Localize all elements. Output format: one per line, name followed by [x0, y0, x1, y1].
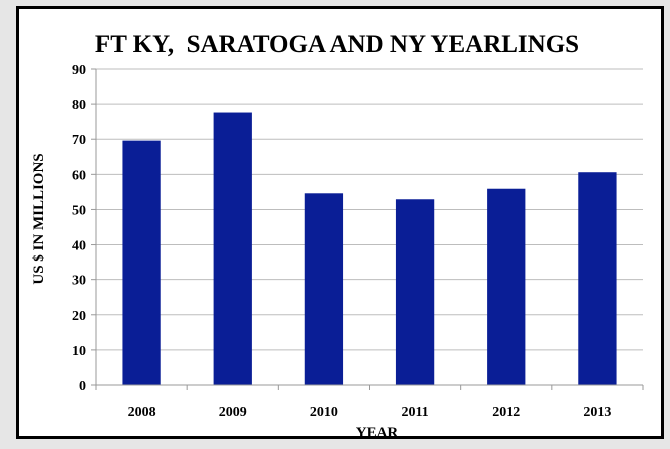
x-axis-label: YEAR [356, 425, 399, 436]
x-tick-label: 2008 [128, 405, 156, 420]
x-tick-label: 2013 [583, 405, 611, 420]
bar [122, 140, 161, 385]
y-tick-label: 20 [72, 309, 86, 324]
bar [395, 199, 435, 385]
gridlines [96, 68, 643, 351]
bar [578, 172, 617, 385]
chart-frame: FT KY, SARATOGA AND NY YEARLINGS 0 10 20 30… [16, 6, 664, 439]
x-tick-label: 2009 [219, 405, 247, 420]
y-tick-label: 40 [72, 239, 86, 254]
y-tick-label: 30 [72, 274, 86, 289]
y-tick-label: 0 [79, 379, 86, 394]
y-axis-label: US $ IN MILLIONS [31, 153, 47, 284]
y-tick-label: 60 [72, 168, 86, 183]
y-tick-label: 50 [72, 203, 86, 218]
y-tick-label: 10 [72, 344, 86, 359]
bars [122, 112, 617, 385]
bar [304, 193, 344, 385]
y-axis-ticks: 0 10 20 30 40 50 60 70 80 90 [72, 63, 96, 394]
x-axis-ticks: 2008 2009 2010 2011 2012 2013 [95, 385, 644, 420]
x-tick-label: 2012 [492, 405, 520, 420]
bar [487, 188, 526, 385]
x-tick-label: 2011 [401, 405, 428, 420]
chart-title: FT KY, SARATOGA AND NY YEARLINGS [95, 31, 579, 58]
bar [213, 112, 252, 385]
chart: FT KY, SARATOGA AND NY YEARLINGS 0 10 20 30… [31, 31, 644, 436]
y-tick-label: 70 [72, 133, 86, 148]
y-tick-label: 80 [72, 98, 86, 113]
x-tick-label: 2010 [310, 405, 338, 420]
y-tick-label: 90 [72, 63, 86, 78]
